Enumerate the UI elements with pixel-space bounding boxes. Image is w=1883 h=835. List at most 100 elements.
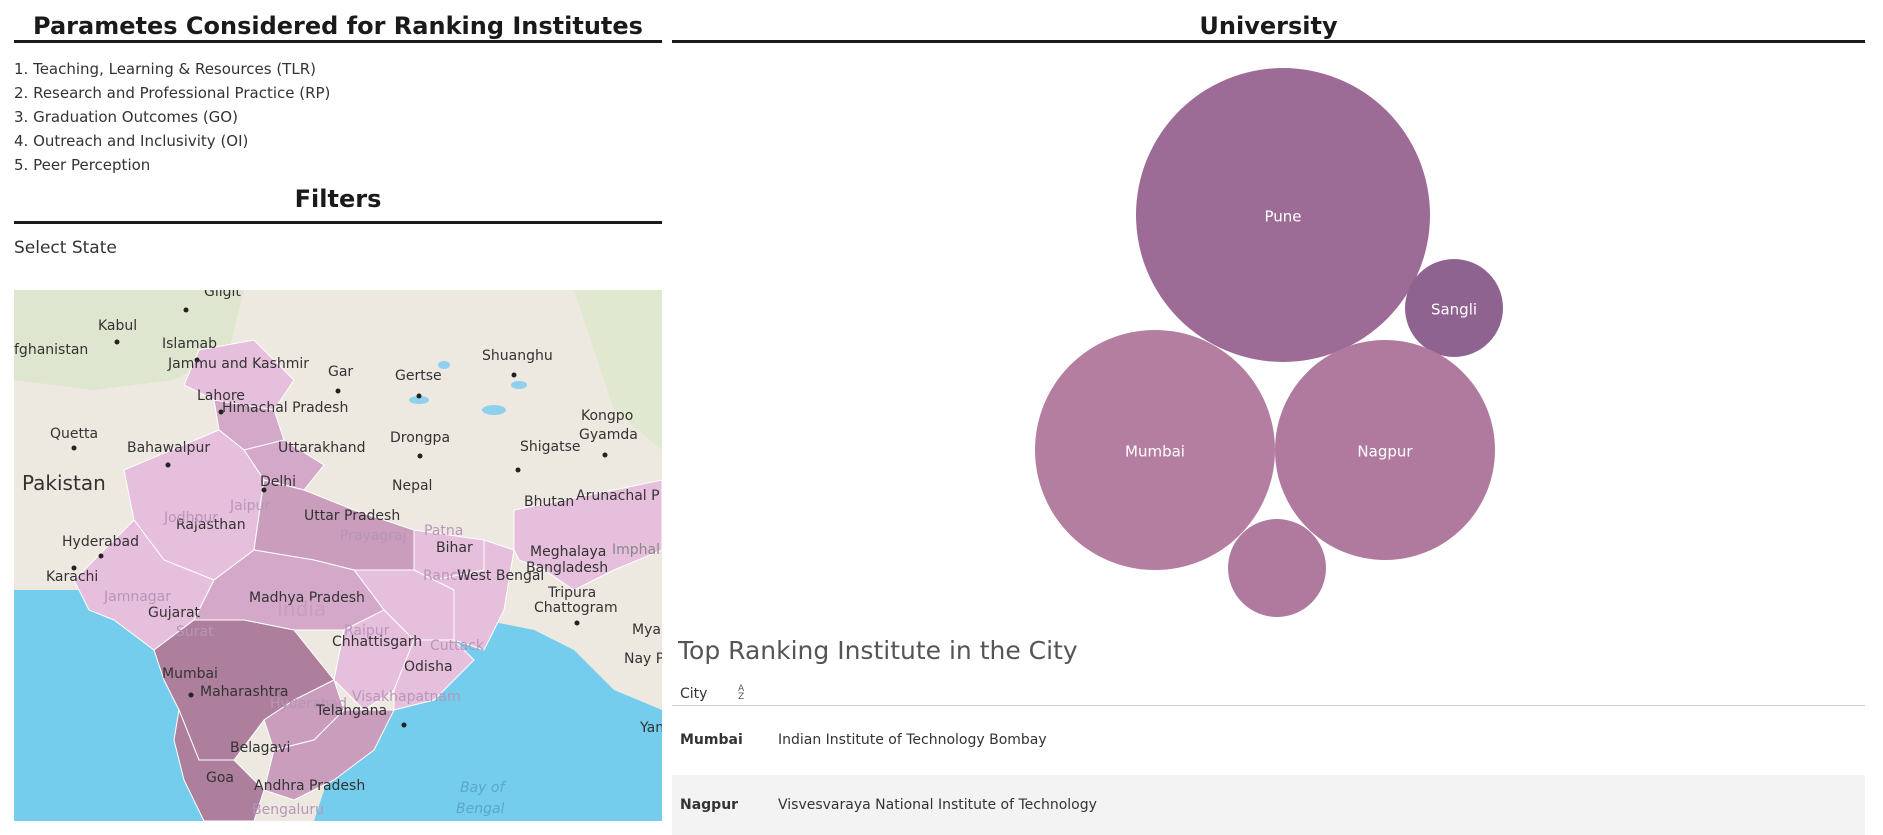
select-state-label: Select State <box>14 238 117 258</box>
column-header-city[interactable]: City <box>680 686 708 702</box>
map-label: Bengaluru <box>252 802 324 818</box>
map-label: Nepal <box>392 478 432 494</box>
parameters-list: 1. Teaching, Learning & Resources (TLR) … <box>14 43 662 177</box>
right-panel: University Pune Sangli Mumbai Nagpur Top… <box>672 0 1865 835</box>
map-label: Tripura <box>547 585 596 601</box>
filters-heading: Filters <box>14 179 662 224</box>
table-row[interactable]: Mumbai Indian Institute of Technology Bo… <box>672 710 1865 770</box>
map-label: Chattogram <box>534 600 618 616</box>
map-lake <box>409 396 429 404</box>
state-northeast[interactable] <box>513 479 662 591</box>
map-label: Jammu and Kashmir <box>167 356 309 372</box>
map-label: Quetta <box>50 426 98 442</box>
map-city-dot <box>515 467 521 473</box>
parameter-item: 5. Peer Perception <box>14 156 151 174</box>
map-label: Shigatse <box>520 439 581 455</box>
bubble-circle[interactable] <box>1275 340 1495 560</box>
map-label: Drongpa <box>390 430 450 446</box>
map-label: Maharashtra <box>200 684 288 700</box>
map-label: Delhi <box>260 474 296 490</box>
table-title: Top Ranking Institute in the City <box>678 636 1078 665</box>
map-label: Arunachal P <box>576 488 660 504</box>
map-label: Uttarakhand <box>278 440 365 456</box>
map-svg[interactable]: Gilgit Kabul fghanistan Islamab Jammu an… <box>14 290 662 821</box>
map-city-dot <box>114 339 120 345</box>
cell-city: Mumbai <box>680 732 743 748</box>
map-label: Gyamda <box>579 427 638 443</box>
state-map[interactable]: Gilgit Kabul fghanistan Islamab Jammu an… <box>14 290 662 821</box>
bubble-circle[interactable] <box>1136 68 1430 362</box>
bubble-circle[interactable] <box>1035 330 1275 570</box>
map-city-dot <box>218 409 224 415</box>
table-row[interactable]: Nagpur Visvesvaraya National Institute o… <box>672 775 1865 835</box>
map-label: Jodhpur <box>163 510 218 526</box>
state-andhra-pradesh[interactable] <box>263 709 395 801</box>
map-label: Gujarat <box>148 605 201 621</box>
bubble-sangli[interactable]: Sangli <box>1405 259 1503 357</box>
map-label: Bihar <box>436 540 473 556</box>
map-terrain <box>14 290 244 390</box>
map-city-dot <box>194 357 200 363</box>
map-ocean-bay-of-bengal <box>314 620 662 821</box>
bubble-label: Mumbai <box>1125 443 1185 461</box>
map-label: Kongpo <box>581 408 633 424</box>
map-lake <box>438 361 450 369</box>
map-label: Bay of <box>460 780 506 796</box>
left-panel: Parametes Considered for Ranking Institu… <box>14 0 662 821</box>
university-heading: University <box>672 0 1865 43</box>
cell-city: Nagpur <box>680 797 739 813</box>
bubble-pune[interactable]: Pune <box>1136 68 1430 362</box>
map-city-dot <box>401 722 407 728</box>
map-label: Mumbai <box>162 666 218 682</box>
map-label: Bengal <box>456 801 505 817</box>
map-label: Lahore <box>197 388 245 404</box>
map-label: Odisha <box>404 659 453 675</box>
map-label: Hyderabad <box>270 696 347 712</box>
map-label: India <box>277 597 326 621</box>
bubble-circle[interactable] <box>1405 259 1503 357</box>
state-karnataka[interactable] <box>173 708 265 821</box>
map-city-dot <box>98 553 104 559</box>
cell-institute: Visvesvaraya National Institute of Techn… <box>778 797 1097 813</box>
parameters-heading: Parametes Considered for Ranking Institu… <box>14 0 662 43</box>
parameter-item: 1. Teaching, Learning & Resources (TLR) <box>14 60 316 78</box>
parameter-item: 3. Graduation Outcomes (GO) <box>14 108 238 126</box>
map-city-dot <box>417 453 423 459</box>
bubble-circle[interactable] <box>1228 519 1326 617</box>
map-label: Chhattisgarh <box>332 634 422 650</box>
map-label: Belagavi <box>230 740 290 756</box>
map-label: Nay P <box>624 651 662 667</box>
map-city-dot <box>335 388 341 394</box>
bubble-label: Nagpur <box>1357 443 1413 461</box>
bubble-unlabeled[interactable] <box>1228 519 1326 617</box>
map-city-dot <box>71 565 77 571</box>
map-city-dot <box>183 307 189 313</box>
bubble-mumbai[interactable]: Mumbai <box>1035 330 1275 570</box>
bubble-nagpur[interactable]: Nagpur <box>1275 340 1495 560</box>
map-label: Imphal <box>612 542 660 558</box>
map-label: Myan <box>632 622 662 638</box>
map-label: Shuanghu <box>482 348 553 364</box>
map-city-dot <box>602 452 608 458</box>
map-label: Madhya Pradesh <box>249 590 365 606</box>
map-label: Islamab <box>162 336 217 352</box>
map-label: Ranchi <box>423 568 470 584</box>
map-label: West Bengal <box>457 568 544 584</box>
map-label: Visakhapatnam <box>352 689 461 705</box>
map-city-dot <box>165 462 171 468</box>
map-label: Uttar Pradesh <box>304 508 400 524</box>
map-label: Andhra Pradesh <box>254 778 365 794</box>
map-label: Karachi <box>46 569 98 585</box>
bubble-label: Sangli <box>1431 301 1477 319</box>
map-label: Gertse <box>395 368 442 384</box>
university-bubble-chart[interactable]: Pune Sangli Mumbai Nagpur <box>672 60 1865 630</box>
map-label: Gar <box>328 364 353 380</box>
map-city-dot <box>574 620 580 626</box>
state-odisha[interactable] <box>393 639 475 711</box>
map-city-dot <box>511 372 517 378</box>
map-label: Gilgit <box>204 290 241 300</box>
map-label: Bangladesh <box>526 560 608 576</box>
map-label: Himachal Pradesh <box>222 400 348 416</box>
map-city-dot <box>416 393 422 399</box>
